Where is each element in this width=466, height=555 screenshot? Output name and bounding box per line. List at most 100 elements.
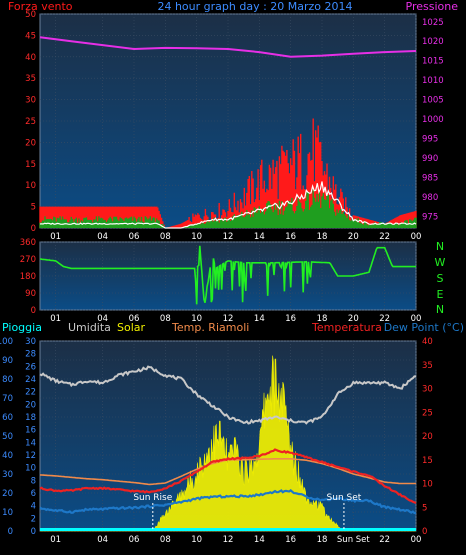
solar-tick-label: 14 [25, 438, 36, 448]
y-right-tick-label: 1020 [422, 37, 444, 47]
x-tick-label: 22 [379, 535, 390, 545]
compass-n-bottom: N [436, 303, 444, 316]
y-right-tick-label: 1025 [422, 18, 444, 28]
y-tick-label: 50 [25, 10, 36, 20]
legend-dew-point: Dew Point (°C) [384, 321, 464, 334]
compass-s: S [437, 272, 444, 285]
x-tick-label: 14 [254, 232, 265, 242]
pressure-title: Pressione [406, 0, 459, 13]
y-tick-label: 20 [25, 138, 36, 148]
y-tick-label: 360 [20, 238, 36, 248]
wind-direction-line [39, 245, 416, 305]
solar-tick-label: 4 [31, 502, 36, 512]
y-tick-label: 100 [0, 337, 13, 347]
wind-time-axis: 01 04 06 08 10 12 14 16 18 20 22 00 [50, 232, 421, 242]
x-tick-label: 10 [191, 535, 202, 545]
y-tick-label: 20 [2, 489, 13, 499]
x-tick-label: 00 [411, 232, 422, 242]
solar-tick-label: 22 [25, 388, 36, 398]
x-tick-label: 20 [348, 314, 359, 324]
humidity-line [39, 365, 416, 425]
compass-e: E [437, 288, 444, 301]
x-tick-label: 06 [129, 535, 140, 545]
legend-temperature: Temperatura [311, 321, 382, 334]
x-tick-label: 16 [285, 314, 296, 324]
wind-pressure-panel: Forza vento 24 hour graph day : 20 Marzo… [8, 0, 458, 242]
x-tick-label: 00 [411, 535, 422, 545]
y-right-tick-label: 995 [422, 135, 438, 145]
x-tick-label: 08 [160, 535, 171, 545]
solar-tick-label: 28 [25, 350, 36, 360]
y-tick-label: 90 [2, 356, 13, 366]
solar-tick-label: 10 [25, 464, 36, 474]
wind-plot-area [39, 13, 417, 229]
x-tick-label: 20 [348, 232, 359, 242]
solar-tick-label: 8 [31, 476, 36, 486]
wind-speed-title: Forza vento [8, 0, 73, 13]
sunrise-label: Sun Rise [133, 493, 172, 503]
solar-tick-label: 18 [25, 413, 36, 423]
x-tick-label: 10 [191, 232, 202, 242]
percent-axis: 0 10 20 30 40 50 60 70 80 90 100 [0, 337, 13, 537]
direction-series [39, 245, 416, 305]
x-tick-label: Sun Set [337, 535, 370, 545]
temperature-tick-label: 25 [422, 408, 433, 418]
temperature-line [39, 448, 417, 505]
y-tick-label: 60 [2, 413, 13, 423]
wind-series [39, 36, 417, 229]
y-tick-label: 35 [25, 74, 36, 84]
y-tick-label: 80 [2, 375, 13, 385]
y-tick-label: 270 [20, 255, 36, 265]
y-tick-label: 25 [25, 117, 36, 127]
direction-panel: 0 90 180 270 360 01 04 06 08 10 12 14 16 18 20 22 00 N … [20, 238, 446, 324]
y-tick-label: 50 [2, 432, 13, 442]
legend-solar: Solar [117, 321, 146, 334]
y-right-tick-label: 1000 [422, 115, 444, 125]
direction-time-axis: 01 04 06 08 10 12 14 16 18 20 22 00 [50, 314, 421, 324]
x-tick-label: 14 [254, 314, 265, 324]
legend-indoor-temp: Temp. Riamoli [171, 321, 249, 334]
environment-time-axis: 01 04 06 08 10 12 14 16 18 Sun Set 22 00 [50, 535, 421, 545]
y-right-tick-label: 1015 [422, 57, 444, 67]
temperature-tick-label: 15 [422, 456, 433, 466]
y-tick-label: 45 [25, 31, 36, 41]
y-tick-label: 180 [20, 272, 36, 282]
y-right-tick-label: 1010 [422, 76, 444, 86]
y-tick-label: 10 [25, 181, 36, 191]
pressure-axis: 975 980 985 990 995 1000 1005 1010 1015 1020 1025 [422, 18, 444, 223]
temperature-tick-label: 20 [422, 432, 433, 442]
y-tick-label: 0 [8, 527, 13, 537]
solar-tick-label: 2 [31, 514, 36, 524]
y-tick-label: 30 [25, 96, 36, 106]
x-tick-label: 16 [285, 535, 296, 545]
x-tick-label: 22 [379, 232, 390, 242]
y-tick-label: 5 [31, 203, 36, 213]
temperature-tick-label: 30 [422, 385, 433, 395]
environment-series [39, 355, 417, 532]
x-tick-label: 12 [223, 232, 234, 242]
x-tick-label: 01 [50, 535, 61, 545]
solar-tick-label: 16 [25, 426, 36, 436]
y-tick-label: 90 [25, 289, 36, 299]
y-tick-label: 10 [2, 508, 13, 518]
solar-tick-label: 0 [31, 527, 36, 537]
x-tick-label: 01 [50, 232, 61, 242]
solar-tick-label: 26 [25, 362, 36, 372]
chart-date-title: 24 hour graph day : 20 Marzo 2014 [157, 0, 352, 13]
x-tick-label: 04 [97, 232, 108, 242]
temperature-tick-label: 10 [422, 480, 433, 490]
x-tick-label: 18 [317, 535, 328, 545]
x-tick-label: 14 [254, 535, 265, 545]
y-right-tick-label: 980 [422, 193, 438, 203]
y-tick-label: 70 [2, 394, 13, 404]
direction-axis: 0 90 180 270 360 [20, 238, 36, 316]
wind-speed-line [39, 181, 417, 229]
x-tick-label: 18 [317, 314, 328, 324]
compass-w: W [435, 256, 446, 269]
y-right-tick-label: 975 [422, 212, 438, 222]
y-tick-label: 15 [25, 160, 36, 170]
x-tick-label: 01 [50, 314, 61, 324]
temperature-tick-label: 5 [422, 503, 427, 513]
x-tick-label: 12 [223, 535, 234, 545]
y-tick-label: 40 [2, 451, 13, 461]
